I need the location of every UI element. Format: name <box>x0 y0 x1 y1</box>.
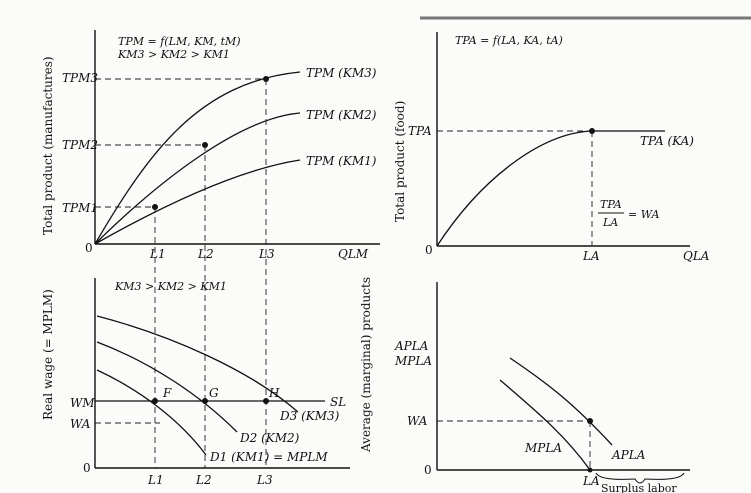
panel-top-right: TPA = f(LA, KA, tA) Total product (food)… <box>393 32 710 263</box>
tl-ytick-tpm3: TPM3 <box>62 71 98 85</box>
tr-frac-num: TPA <box>600 198 622 211</box>
tr-frac-den: LA <box>602 216 618 229</box>
bl-point-f <box>152 398 158 404</box>
tr-xlabel: QLA <box>683 249 710 263</box>
br-ytick-wa: WA <box>407 414 428 428</box>
br-origin: 0 <box>424 463 432 477</box>
tl-xtick-l1: L1 <box>149 247 166 261</box>
tl-curve-label-km1: TPM (KM1) <box>306 154 377 168</box>
bl-supply-label: SL <box>330 395 346 409</box>
tl-origin: 0 <box>85 241 93 255</box>
tr-ylabel: Total product (food) <box>393 101 407 222</box>
br-point-wa <box>587 418 593 424</box>
tr-point <box>589 128 595 134</box>
tr-frac-eq: = WA <box>628 208 659 221</box>
bl-curve-label-d2: D2 (KM2) <box>239 431 300 445</box>
br-point-la <box>587 467 593 473</box>
bl-origin: 0 <box>83 461 91 475</box>
br-note: Surplus labor <box>601 482 677 493</box>
br-xtick-la: LA <box>582 474 600 488</box>
br-surplus-brace <box>595 472 685 484</box>
bl-curve-d2 <box>96 341 238 433</box>
tr-xtick-la: LA <box>582 249 600 263</box>
bl-xtick-l2: L2 <box>195 473 212 487</box>
bl-point-h <box>263 398 269 404</box>
tl-curve-label-km2: TPM (KM2) <box>306 108 377 122</box>
bl-label-f: F <box>162 386 172 400</box>
br-ylabel: Average (marginal) products <box>359 277 373 453</box>
tr-ytick-tpa: TPA <box>408 124 432 138</box>
br-curve-apla <box>509 357 613 446</box>
tl-xtick-l2: L2 <box>197 247 214 261</box>
bl-eq: KM3 > KM2 > KM1 <box>114 280 227 293</box>
tl-curve-km1 <box>94 159 301 245</box>
bl-curve-label-d3: D3 (KM3) <box>279 409 340 423</box>
br-curve-mpla <box>499 379 591 471</box>
panel-bottom-left: KM3 > KM2 > KM1 Real wage (= MPLM) WM WA… <box>41 278 350 487</box>
tl-ytick-tpm2: TPM2 <box>62 138 98 152</box>
bl-point-g <box>202 398 208 404</box>
tl-eq2: KM3 > KM2 > KM1 <box>117 48 230 61</box>
bl-label-h: H <box>268 386 280 400</box>
tl-xtick-l3: L3 <box>258 247 275 261</box>
bl-label-g: G <box>209 386 219 400</box>
tl-xlabel: QLM <box>338 247 369 261</box>
tl-curve-km2 <box>94 112 301 245</box>
bl-curve-label-d1: D1 (KM1) = MPLM <box>209 450 328 464</box>
tr-origin: 0 <box>425 243 433 257</box>
bl-xtick-l1: L1 <box>147 473 164 487</box>
br-curve-label-mpla: MPLA <box>524 441 562 455</box>
tl-eq1: TPM = f(LM, KM, tM) <box>118 35 241 48</box>
br-ytick-apla: APLA <box>394 339 429 353</box>
panel-top-left: TPM = f(LM, KM, tM) KM3 > KM2 > KM1 Tota… <box>41 30 380 261</box>
tr-curve-label: TPA (KA) <box>640 134 694 148</box>
tl-ytick-tpm1: TPM1 <box>62 201 98 215</box>
bl-curve-d1 <box>96 369 207 456</box>
bl-xtick-l3: L3 <box>256 473 273 487</box>
bl-ytick-wa: WA <box>70 417 91 431</box>
tr-eq: TPA = f(LA, KA, tA) <box>455 34 563 47</box>
tl-ylabel: Total product (manufactures) <box>41 56 55 235</box>
br-curve-label-apla: APLA <box>611 448 646 462</box>
panel-bottom-right: Average (marginal) products APLA MPLA WA… <box>359 277 690 493</box>
tr-curve-tpa <box>436 130 665 247</box>
bl-ylabel: Real wage (= MPLM) <box>41 289 55 420</box>
bl-ytick-wm: WM <box>70 396 95 410</box>
tl-curve-label-km3: TPM (KM3) <box>306 66 377 80</box>
bl-curve-d3 <box>96 315 299 413</box>
br-ytick-mpla: MPLA <box>394 354 432 368</box>
